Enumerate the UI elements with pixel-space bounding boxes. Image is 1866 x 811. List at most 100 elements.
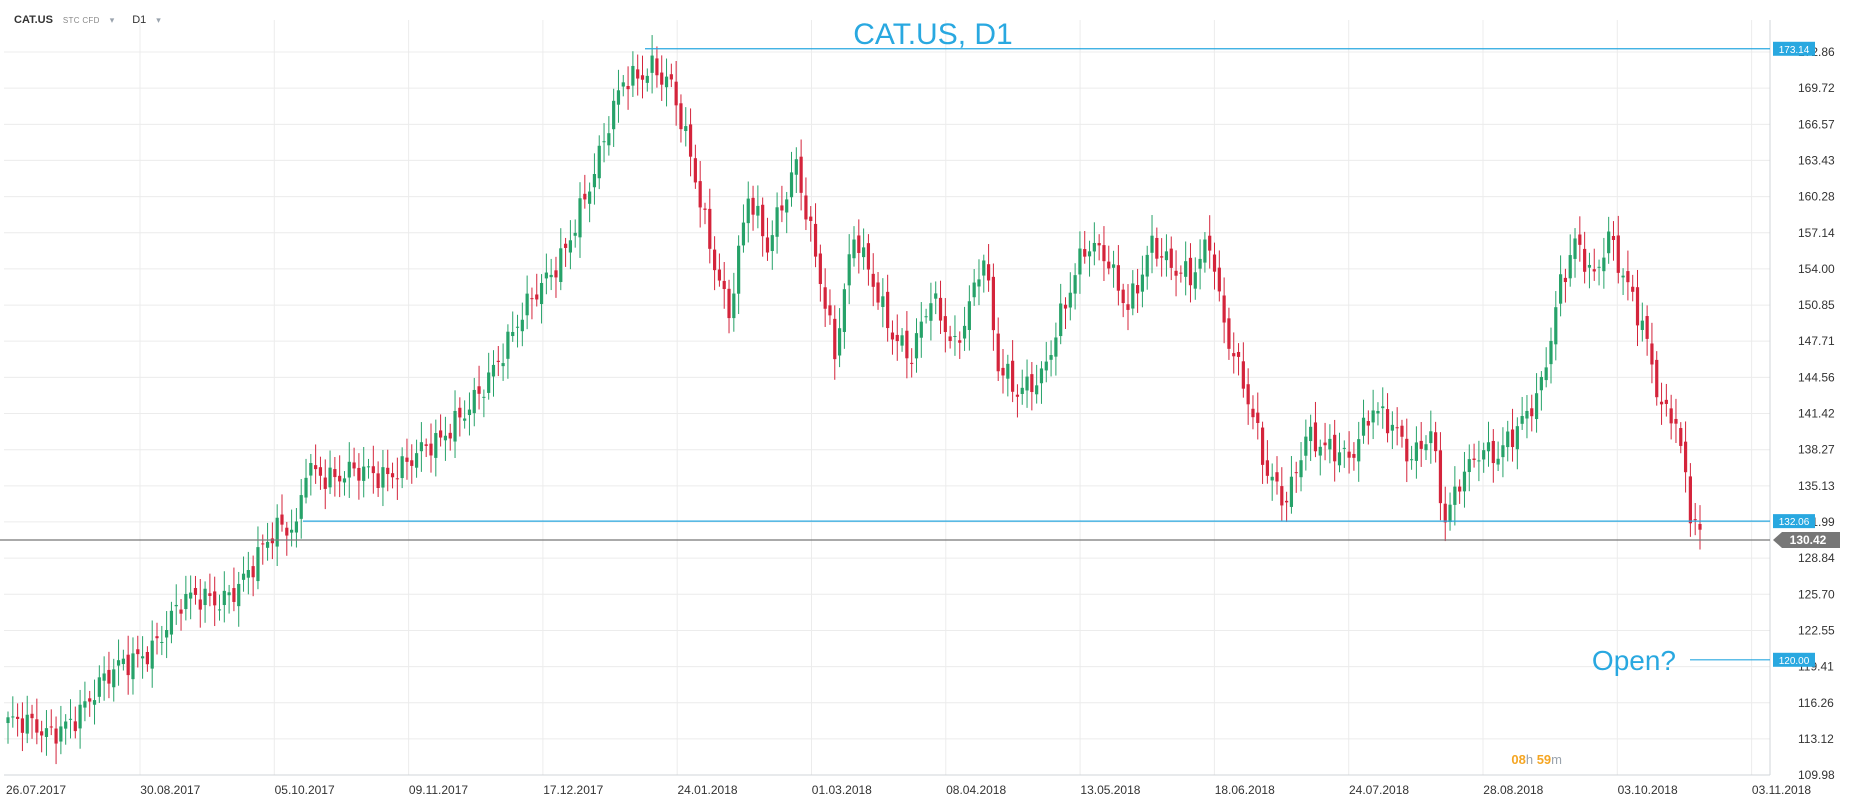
candle	[506, 324, 510, 379]
candle-body	[563, 243, 568, 248]
candle-body	[270, 538, 274, 544]
candle	[1073, 263, 1077, 310]
candle-body	[1006, 363, 1010, 379]
candle	[761, 197, 765, 257]
candle-body	[458, 407, 462, 418]
candle	[64, 714, 68, 745]
candle	[857, 219, 861, 274]
timeframe-label[interactable]: D1	[132, 14, 147, 26]
candle-body	[1078, 248, 1082, 275]
candle-body	[366, 466, 371, 468]
candle-body	[54, 728, 58, 744]
candle-body	[780, 205, 784, 211]
candle-body	[1424, 444, 1428, 451]
candle-body	[323, 477, 327, 489]
candle	[150, 620, 154, 688]
candle	[823, 268, 827, 327]
candle	[1294, 461, 1298, 493]
candle-body	[1534, 393, 1539, 420]
candle-body	[116, 660, 121, 666]
candle-body	[11, 716, 15, 718]
candle-body	[203, 588, 207, 606]
candle-body	[405, 457, 409, 462]
candle	[20, 702, 25, 752]
y-tick-label: 163.43	[1798, 153, 1835, 167]
candle-body	[967, 301, 971, 330]
candle-body	[140, 656, 145, 659]
candle-body	[679, 103, 683, 130]
candle-body	[1458, 486, 1462, 492]
level-badge-bg	[1773, 41, 1815, 56]
candle-body	[621, 82, 625, 87]
candle	[525, 275, 529, 330]
candle-body	[1626, 271, 1630, 283]
candle-body	[73, 721, 77, 732]
candle	[674, 61, 678, 126]
candle	[717, 253, 722, 287]
candle	[49, 709, 53, 736]
x-tick-label: 05.10.2017	[275, 783, 335, 797]
candle	[511, 311, 515, 342]
candle	[1145, 245, 1149, 290]
candle	[1136, 268, 1140, 313]
candle	[371, 445, 375, 494]
current-price-badge: 130.42	[1773, 531, 1840, 548]
candle-body	[876, 282, 880, 303]
candle	[563, 237, 568, 267]
candle-body	[1597, 266, 1601, 268]
candle-body	[1342, 447, 1346, 449]
candle	[16, 703, 20, 737]
candle	[881, 278, 885, 328]
candle-body	[539, 282, 544, 305]
candle	[804, 177, 808, 231]
timeframe-dropdown-icon[interactable]: ▾	[156, 14, 161, 25]
symbol-dropdown-icon[interactable]: ▾	[109, 14, 115, 25]
candle	[1304, 419, 1308, 471]
candle-body	[1592, 269, 1596, 272]
candle-body	[1198, 258, 1202, 269]
candle-body	[1616, 235, 1620, 273]
candle	[1544, 347, 1548, 388]
candle-body	[1453, 486, 1457, 505]
candle-body	[1246, 384, 1250, 405]
candle-body	[1015, 394, 1020, 397]
candle	[1155, 227, 1159, 267]
candle-body	[1366, 421, 1370, 426]
candle	[338, 455, 342, 498]
candle-body	[1208, 235, 1212, 251]
candle-body	[842, 289, 846, 332]
candle	[275, 504, 279, 566]
candle	[876, 272, 880, 310]
candle	[1232, 332, 1236, 374]
candle-body	[1299, 460, 1303, 478]
candle-body	[1164, 251, 1169, 261]
candle-body	[251, 566, 255, 578]
candle	[573, 219, 577, 248]
candle-body	[1241, 361, 1245, 389]
candle	[1650, 322, 1654, 384]
candle	[660, 55, 664, 101]
grid-lines	[4, 20, 1770, 776]
candle-body	[352, 462, 356, 469]
candle	[140, 636, 145, 679]
candle	[1640, 302, 1644, 342]
candle	[919, 302, 923, 358]
candle	[1342, 440, 1346, 468]
candle	[1525, 395, 1529, 439]
symbol-label[interactable]: CAT.US	[14, 14, 53, 26]
candle-body	[837, 328, 842, 356]
candle-body	[732, 293, 736, 319]
candle-body	[491, 364, 496, 377]
candle	[1212, 242, 1217, 290]
candle	[809, 206, 813, 242]
candle-body	[1530, 408, 1534, 417]
candle-body	[1607, 231, 1611, 254]
candle-body	[1664, 399, 1668, 404]
candle-body	[958, 340, 962, 343]
candle-body	[631, 65, 635, 86]
candle	[693, 144, 697, 189]
candle-body	[713, 249, 717, 271]
candle	[991, 263, 995, 351]
candle	[597, 135, 601, 190]
